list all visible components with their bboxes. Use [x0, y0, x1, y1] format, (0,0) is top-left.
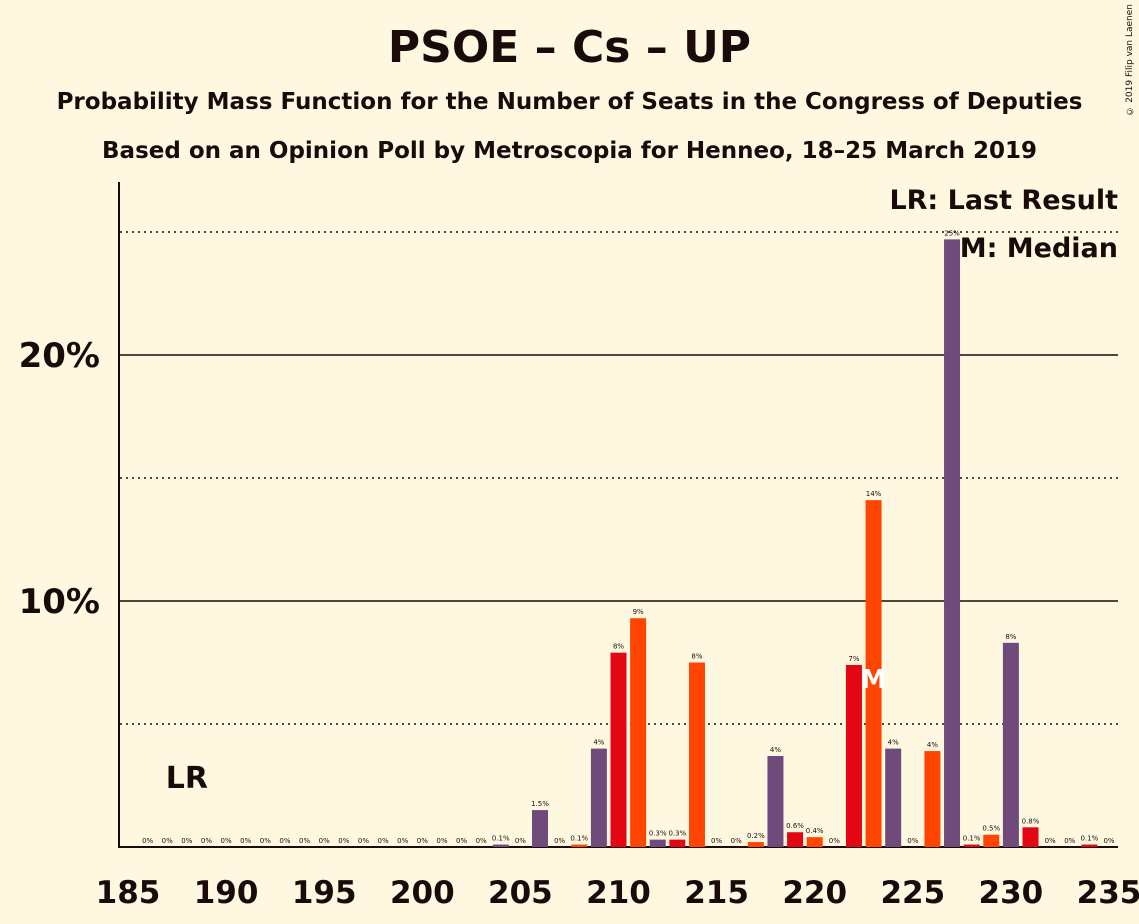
- x-tick-label: 220: [782, 875, 847, 911]
- legend-entry: LR: Last Result: [889, 185, 1118, 216]
- bar-label-195: 0%: [319, 837, 330, 845]
- bar-label-225: 0%: [907, 837, 918, 845]
- bar-234: [1081, 844, 1098, 847]
- median-marker: M: [861, 665, 887, 695]
- bar-label-218: 4%: [770, 746, 781, 754]
- bar-219: [787, 832, 804, 847]
- bar-208: [571, 844, 588, 847]
- bar-227: [944, 239, 961, 847]
- bar-label-229: 0.5%: [982, 825, 1000, 833]
- last-result-marker: LR: [166, 761, 208, 796]
- bar-224: [885, 748, 902, 847]
- bar-214: [688, 662, 705, 847]
- bar-label-234: 0.1%: [1080, 835, 1098, 843]
- chart-subtitle: Probability Mass Function for the Number…: [56, 89, 1083, 115]
- bar-label-212: 0.3%: [649, 830, 667, 838]
- bar-217: [747, 842, 764, 847]
- bar-226: [924, 751, 941, 847]
- bar-204: [492, 844, 509, 847]
- x-tick-label: 195: [292, 875, 357, 911]
- bar-label-226: 4%: [927, 741, 938, 749]
- bar-label-200: 0%: [417, 837, 428, 845]
- x-tick-label: 235: [1077, 875, 1139, 911]
- chart-subtitle-poll: Based on an Opinion Poll by Metroscopia …: [102, 138, 1037, 164]
- bar-label-205: 0%: [515, 837, 526, 845]
- x-tick-label: 230: [979, 875, 1044, 911]
- bar-212: [649, 839, 666, 847]
- bar-label-213: 0.3%: [668, 830, 686, 838]
- bar-label-220: 0.4%: [806, 827, 824, 835]
- bar-label-211: 9%: [633, 608, 644, 616]
- bar-label-192: 0%: [260, 837, 271, 845]
- bar-label-224: 4%: [888, 739, 899, 747]
- bar-211: [630, 618, 647, 847]
- bar-label-191: 0%: [240, 837, 251, 845]
- bar-label-207: 0%: [554, 837, 565, 845]
- bar-228: [963, 844, 980, 847]
- bar-label-219: 0.6%: [786, 822, 804, 830]
- x-tick-label: 215: [684, 875, 749, 911]
- chart-title: PSOE – Cs – UP: [387, 22, 752, 73]
- bar-label-203: 0%: [476, 837, 487, 845]
- bar-label-214: 8%: [691, 653, 702, 661]
- bar-label-230: 8%: [1005, 633, 1016, 641]
- x-tick-label: 205: [488, 875, 553, 911]
- x-tick-label: 200: [390, 875, 455, 911]
- x-tick-label: 185: [96, 875, 161, 911]
- y-tick-label: 20%: [19, 336, 100, 376]
- bar-230: [1002, 642, 1019, 847]
- x-tick-label: 190: [194, 875, 259, 911]
- bar-206: [532, 810, 549, 847]
- bar-label-198: 0%: [378, 837, 389, 845]
- bar-label-208: 0.1%: [570, 835, 588, 843]
- bar-209: [590, 748, 607, 847]
- bar-213: [669, 839, 686, 847]
- bar-218: [767, 755, 784, 847]
- legend-entry: M: Median: [960, 233, 1118, 264]
- bar-label-202: 0%: [456, 837, 467, 845]
- bar-label-206: 1.5%: [531, 800, 549, 808]
- bar-label-233: 0%: [1064, 837, 1075, 845]
- bar-229: [983, 834, 1000, 847]
- bar-label-193: 0%: [279, 837, 290, 845]
- bar-label-217: 0.2%: [747, 832, 765, 840]
- bar-label-215: 0%: [711, 837, 722, 845]
- y-tick-label: 10%: [19, 582, 100, 622]
- bar-label-209: 4%: [593, 739, 604, 747]
- bar-label-201: 0%: [436, 837, 447, 845]
- bar-label-194: 0%: [299, 837, 310, 845]
- bar-223: [865, 500, 882, 847]
- bar-label-210: 8%: [613, 643, 624, 651]
- bar-231: [1022, 827, 1039, 847]
- bar-label-231: 0.8%: [1022, 817, 1040, 825]
- bar-label-199: 0%: [397, 837, 408, 845]
- bar-label-222: 7%: [848, 655, 859, 663]
- bar-label-197: 0%: [358, 837, 369, 845]
- bar-label-221: 0%: [829, 837, 840, 845]
- bar-label-189: 0%: [201, 837, 212, 845]
- x-tick-label: 210: [586, 875, 651, 911]
- bar-label-204: 0.1%: [492, 835, 510, 843]
- bar-label-227: 25%: [944, 229, 960, 237]
- bar-label-186: 0%: [142, 837, 153, 845]
- bar-label-223: 14%: [866, 490, 882, 498]
- bar-label-196: 0%: [338, 837, 349, 845]
- bar-label-216: 0%: [731, 837, 742, 845]
- bar-220: [806, 837, 823, 847]
- bar-label-190: 0%: [221, 837, 232, 845]
- bar-label-188: 0%: [181, 837, 192, 845]
- bar-210: [610, 652, 627, 847]
- bar-label-232: 0%: [1045, 837, 1056, 845]
- bar-label-228: 0.1%: [963, 835, 981, 843]
- bar-222: [845, 664, 862, 847]
- x-tick-label: 225: [880, 875, 945, 911]
- bar-label-235: 0%: [1103, 837, 1114, 845]
- bar-label-187: 0%: [162, 837, 173, 845]
